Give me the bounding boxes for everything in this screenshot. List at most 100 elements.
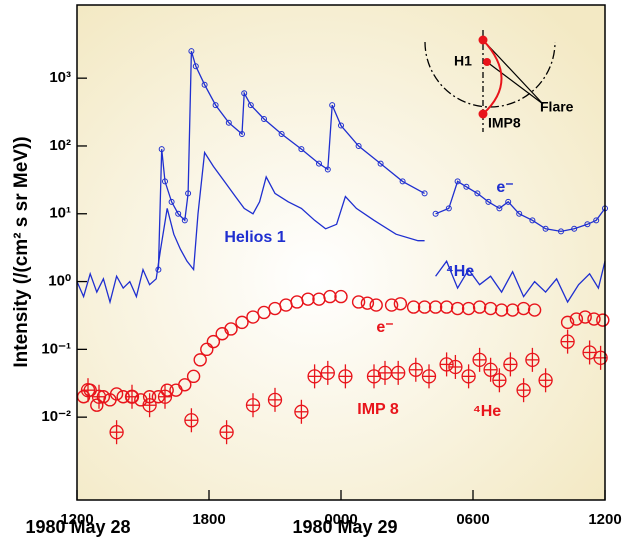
data-point (571, 225, 578, 232)
data-point (492, 368, 507, 393)
data-point (178, 378, 192, 392)
data-point (516, 210, 523, 217)
data-point (503, 352, 518, 377)
series-annotation: Helios 1 (224, 229, 285, 246)
data-point (294, 399, 309, 424)
data-point (421, 190, 428, 197)
data-point (578, 310, 592, 324)
data-point (445, 205, 452, 212)
data-point (324, 166, 331, 173)
data-point (246, 310, 260, 324)
data-point (494, 303, 509, 317)
data-point (158, 146, 165, 153)
data-point (454, 178, 461, 185)
data-point (448, 354, 463, 379)
data-point (558, 228, 564, 235)
data-point (406, 300, 421, 314)
data-point (241, 90, 248, 97)
data-point (560, 315, 575, 330)
data-point (483, 301, 498, 316)
date-label: 1980 May 28 (25, 517, 130, 537)
inset-label: Flare (540, 99, 574, 115)
y-tick-label: 10³ (49, 69, 71, 86)
data-point (474, 190, 481, 197)
data-point (485, 198, 492, 205)
data-point (596, 313, 610, 327)
data-point (384, 298, 399, 312)
data-point (439, 352, 454, 377)
data-point (181, 217, 188, 224)
data-point (192, 63, 199, 70)
series-annotation: e⁻ (376, 319, 393, 336)
data-point (91, 384, 107, 409)
data-point (278, 131, 285, 138)
data-point (408, 357, 423, 382)
data-point (417, 300, 432, 314)
y-axis-label: Intensity (/(cm² s sr MeV)) (11, 136, 32, 367)
data-point (193, 353, 207, 367)
data-point (90, 398, 104, 412)
field-line (482, 39, 503, 115)
data-point (212, 102, 219, 109)
flare-line (486, 61, 544, 105)
data-point (399, 178, 406, 185)
data-point (516, 301, 531, 316)
data-point (483, 357, 498, 382)
x-tick-label: 0600 (456, 511, 489, 528)
data-point (219, 420, 234, 445)
data-point (542, 225, 549, 232)
data-point (461, 301, 476, 316)
data-point (391, 360, 406, 385)
data-point (188, 48, 195, 55)
data-point (461, 364, 476, 389)
series-annotation: IMP 8 (357, 401, 399, 418)
flare-line (482, 39, 544, 105)
data-point (560, 329, 575, 354)
data-point (428, 300, 443, 314)
x-tick-label: 1200 (60, 511, 93, 528)
data-point (109, 387, 124, 401)
data-point (472, 300, 487, 314)
y-tick-label: 10² (49, 137, 71, 154)
data-point (224, 322, 238, 336)
data-point (593, 217, 600, 224)
data-point (525, 347, 540, 372)
helios-position (478, 35, 488, 45)
data-point (587, 312, 601, 326)
data-point (298, 146, 305, 153)
data-point (516, 378, 531, 403)
data-point (463, 183, 470, 190)
data-point (351, 295, 366, 309)
data-point (439, 300, 454, 314)
x-tick-label: 1800 (192, 511, 225, 528)
date-label: 1980 May 29 (292, 517, 397, 537)
data-point (432, 210, 439, 217)
series-annotation: ⁴He (473, 403, 501, 420)
y-tick-label: 10¹ (49, 205, 71, 222)
data-point (355, 142, 362, 149)
data-point (124, 384, 140, 409)
data-point (206, 334, 221, 349)
data-point (472, 347, 487, 372)
data-point (168, 198, 175, 205)
data-point (377, 160, 384, 167)
data-point (584, 221, 591, 228)
data-point (185, 190, 192, 197)
data-point (329, 102, 336, 109)
series-annotation: e⁻ (496, 179, 513, 196)
data-point (201, 81, 208, 88)
data-point (569, 312, 584, 326)
data-point (162, 178, 168, 185)
data-point (338, 122, 344, 129)
data-point (142, 393, 157, 418)
data-point (369, 298, 383, 312)
y-tick-label: 10⁻¹ (41, 340, 71, 357)
data-point (235, 315, 249, 330)
data-point (421, 364, 437, 389)
data-point (261, 115, 267, 122)
x-tick-label: 1200 (588, 511, 621, 528)
data-point (450, 301, 465, 316)
plot-marks (76, 48, 610, 445)
data-point (366, 364, 382, 389)
